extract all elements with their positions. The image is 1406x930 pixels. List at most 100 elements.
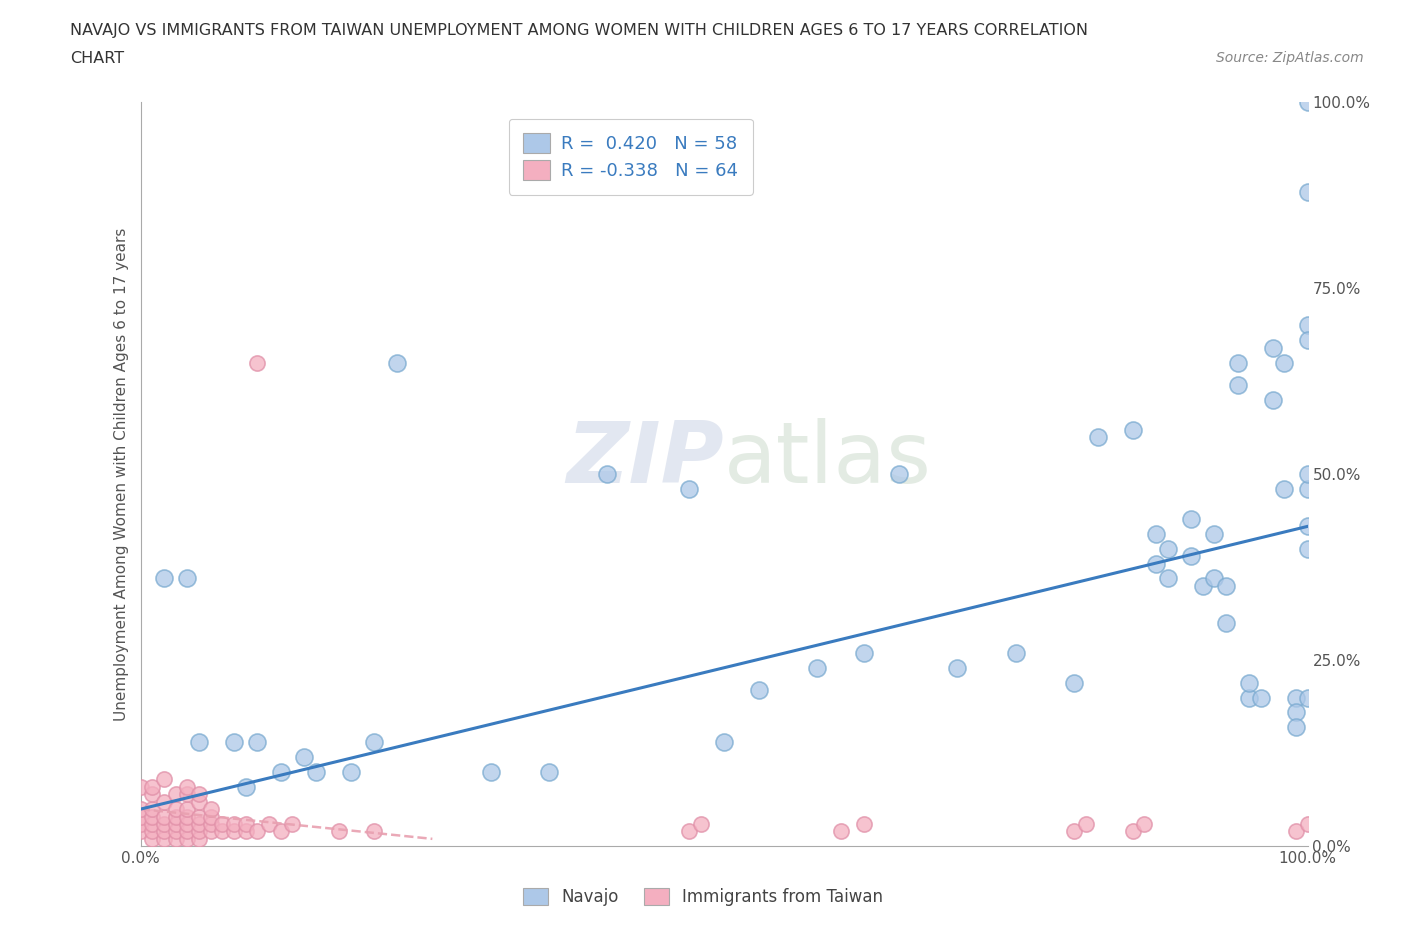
- Point: [176, 824, 198, 839]
- Point: [537, 764, 560, 779]
- Point: [188, 809, 211, 824]
- Point: [165, 802, 187, 817]
- Point: [713, 735, 735, 750]
- Point: [1285, 824, 1308, 839]
- Point: [200, 824, 222, 839]
- Point: [946, 660, 969, 675]
- Point: [200, 817, 222, 831]
- Point: [479, 764, 502, 779]
- Point: [292, 750, 315, 764]
- Point: [830, 824, 852, 839]
- Point: [1261, 340, 1284, 355]
- Point: [211, 817, 233, 831]
- Text: Source: ZipAtlas.com: Source: ZipAtlas.com: [1216, 51, 1364, 65]
- Point: [1215, 616, 1237, 631]
- Point: [853, 645, 876, 660]
- Point: [235, 817, 257, 831]
- Point: [235, 779, 257, 794]
- Point: [141, 787, 163, 802]
- Point: [1239, 690, 1261, 705]
- Point: [339, 764, 361, 779]
- Point: [1296, 482, 1319, 497]
- Y-axis label: Unemployment Among Women with Children Ages 6 to 17 years: Unemployment Among Women with Children A…: [114, 228, 129, 721]
- Point: [153, 794, 176, 809]
- Point: [596, 467, 619, 482]
- Point: [153, 772, 176, 787]
- Point: [1087, 430, 1109, 445]
- Point: [235, 824, 257, 839]
- Point: [188, 787, 211, 802]
- Point: [1144, 556, 1167, 571]
- Point: [1296, 467, 1319, 482]
- Point: [176, 787, 198, 802]
- Point: [153, 817, 176, 831]
- Point: [1063, 824, 1085, 839]
- Point: [1005, 645, 1028, 660]
- Point: [246, 824, 269, 839]
- Point: [165, 831, 187, 846]
- Point: [246, 355, 269, 370]
- Point: [141, 809, 163, 824]
- Point: [363, 824, 385, 839]
- Point: [1285, 705, 1308, 720]
- Point: [1204, 571, 1226, 586]
- Text: CHART: CHART: [70, 51, 124, 66]
- Point: [1296, 333, 1319, 348]
- Point: [889, 467, 911, 482]
- Point: [141, 802, 163, 817]
- Point: [222, 735, 245, 750]
- Point: [188, 735, 211, 750]
- Point: [1204, 526, 1226, 541]
- Point: [200, 802, 222, 817]
- Point: [188, 794, 211, 809]
- Point: [1063, 675, 1085, 690]
- Point: [1191, 578, 1213, 593]
- Point: [141, 831, 163, 846]
- Point: [129, 802, 152, 817]
- Point: [188, 831, 211, 846]
- Text: atlas: atlas: [724, 418, 932, 501]
- Point: [363, 735, 385, 750]
- Point: [1180, 512, 1202, 526]
- Point: [1296, 184, 1319, 199]
- Point: [129, 779, 152, 794]
- Point: [246, 735, 269, 750]
- Point: [1239, 675, 1261, 690]
- Point: [1296, 318, 1319, 333]
- Point: [153, 809, 176, 824]
- Point: [188, 824, 211, 839]
- Point: [678, 824, 700, 839]
- Point: [270, 764, 292, 779]
- Point: [1285, 690, 1308, 705]
- Legend: R =  0.420   N = 58, R = -0.338   N = 64: R = 0.420 N = 58, R = -0.338 N = 64: [509, 119, 752, 194]
- Point: [1156, 541, 1178, 556]
- Point: [305, 764, 328, 779]
- Point: [165, 824, 187, 839]
- Point: [748, 683, 770, 698]
- Text: ZIP: ZIP: [567, 418, 724, 501]
- Text: NAVAJO VS IMMIGRANTS FROM TAIWAN UNEMPLOYMENT AMONG WOMEN WITH CHILDREN AGES 6 T: NAVAJO VS IMMIGRANTS FROM TAIWAN UNEMPLO…: [70, 23, 1088, 38]
- Point: [1215, 578, 1237, 593]
- Point: [257, 817, 280, 831]
- Point: [1180, 549, 1202, 564]
- Point: [153, 831, 176, 846]
- Point: [689, 817, 711, 831]
- Point: [141, 779, 163, 794]
- Point: [176, 817, 198, 831]
- Point: [853, 817, 876, 831]
- Point: [1122, 422, 1144, 437]
- Point: [1296, 519, 1319, 534]
- Point: [141, 817, 163, 831]
- Point: [1285, 720, 1308, 735]
- Point: [387, 355, 409, 370]
- Point: [1296, 690, 1319, 705]
- Point: [222, 817, 245, 831]
- Point: [129, 824, 152, 839]
- Point: [1226, 378, 1249, 392]
- Point: [153, 571, 176, 586]
- Point: [1226, 355, 1249, 370]
- Point: [1122, 824, 1144, 839]
- Legend: Navajo, Immigrants from Taiwan: Navajo, Immigrants from Taiwan: [515, 880, 891, 914]
- Point: [211, 824, 233, 839]
- Point: [165, 809, 187, 824]
